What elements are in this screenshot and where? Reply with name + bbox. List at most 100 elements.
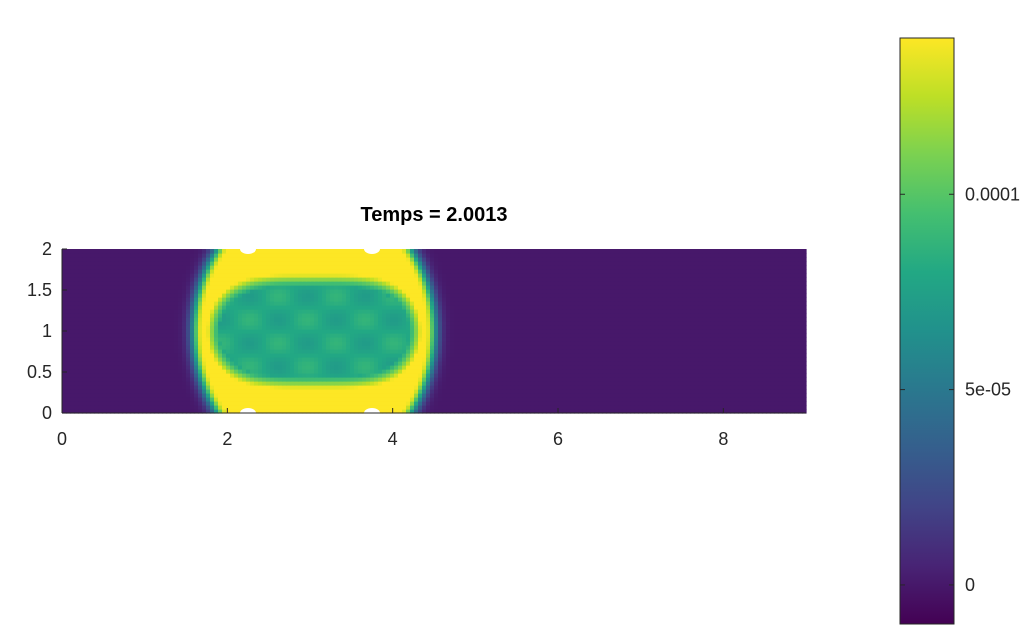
field-cell — [342, 393, 347, 398]
field-cell — [582, 377, 587, 382]
field-cell — [650, 361, 655, 366]
field-cell — [478, 389, 483, 394]
field-cell — [702, 365, 707, 370]
field-cell — [446, 313, 451, 318]
field-cell — [510, 329, 515, 334]
field-cell — [570, 381, 575, 386]
field-cell — [542, 369, 547, 374]
field-cell — [182, 357, 187, 362]
field-cell — [578, 345, 583, 350]
field-cell — [774, 361, 779, 366]
field-cell — [722, 333, 727, 338]
field-cell — [394, 349, 399, 354]
field-cell — [106, 361, 111, 366]
field-cell — [114, 373, 119, 378]
field-cell — [234, 313, 239, 318]
field-cell — [394, 361, 399, 366]
field-cell — [402, 353, 407, 358]
field-cell — [658, 305, 663, 310]
field-cell — [502, 369, 507, 374]
field-cell — [438, 305, 443, 310]
field-cell — [186, 385, 191, 390]
field-cell — [678, 317, 683, 322]
field-cell — [398, 365, 403, 370]
field-cell — [290, 393, 295, 398]
field-cell — [622, 405, 627, 410]
field-cell — [242, 353, 247, 358]
field-cell — [382, 337, 387, 342]
field-cell — [186, 341, 191, 346]
field-cell — [542, 317, 547, 322]
field-cell — [366, 329, 371, 334]
field-cell — [694, 349, 699, 354]
field-cell — [790, 313, 795, 318]
field-cell — [226, 397, 231, 402]
field-cell — [642, 329, 647, 334]
field-cell — [466, 361, 471, 366]
field-cell — [382, 361, 387, 366]
field-cell — [606, 325, 611, 330]
field-cell — [530, 329, 535, 334]
field-cell — [582, 365, 587, 370]
field-cell — [458, 325, 463, 330]
field-cell — [786, 345, 791, 350]
field-cell — [458, 409, 463, 414]
field-cell — [342, 305, 347, 310]
field-cell — [658, 361, 663, 366]
field-cell — [342, 365, 347, 370]
field-cell — [634, 377, 639, 382]
field-cell — [390, 341, 395, 346]
field-cell — [334, 321, 339, 326]
field-cell — [342, 353, 347, 358]
field-cell — [214, 397, 219, 402]
field-cell — [606, 381, 611, 386]
field-cell — [786, 321, 791, 326]
field-cell — [662, 345, 667, 350]
field-cell — [634, 361, 639, 366]
field-cell — [170, 365, 175, 370]
field-cell — [414, 309, 419, 314]
field-cell — [310, 409, 315, 414]
field-cell — [310, 333, 315, 338]
field-cell — [310, 337, 315, 342]
field-cell — [118, 357, 123, 362]
field-cell — [790, 409, 795, 414]
field-cell — [534, 341, 539, 346]
field-cell — [118, 321, 123, 326]
field-cell — [282, 333, 287, 338]
field-cell — [626, 353, 631, 358]
field-cell — [310, 309, 315, 314]
field-cell — [362, 393, 367, 398]
field-cell — [290, 357, 295, 362]
field-cell — [202, 405, 207, 410]
field-cell — [706, 401, 711, 406]
field-cell — [310, 361, 315, 366]
field-cell — [410, 385, 415, 390]
field-cell — [378, 305, 383, 310]
field-cell — [150, 377, 155, 382]
field-cell — [386, 409, 391, 414]
field-cell — [626, 329, 631, 334]
field-cell — [446, 349, 451, 354]
field-cell — [314, 345, 319, 350]
field-cell — [174, 373, 179, 378]
field-cell — [262, 377, 267, 382]
field-cell — [646, 337, 651, 342]
field-cell — [794, 361, 799, 366]
field-cell — [402, 361, 407, 366]
field-cell — [382, 317, 387, 322]
field-cell — [782, 333, 787, 338]
field-cell — [350, 381, 355, 386]
field-cell — [666, 345, 671, 350]
field-cell — [634, 321, 639, 326]
field-cell — [266, 369, 271, 374]
field-cell — [498, 389, 503, 394]
field-cell — [738, 321, 743, 326]
field-cell — [146, 385, 151, 390]
field-cell — [238, 333, 243, 338]
field-cell — [762, 397, 767, 402]
field-cell — [514, 361, 519, 366]
field-cell — [590, 409, 595, 414]
field-cell — [398, 405, 403, 410]
field-cell — [102, 401, 107, 406]
